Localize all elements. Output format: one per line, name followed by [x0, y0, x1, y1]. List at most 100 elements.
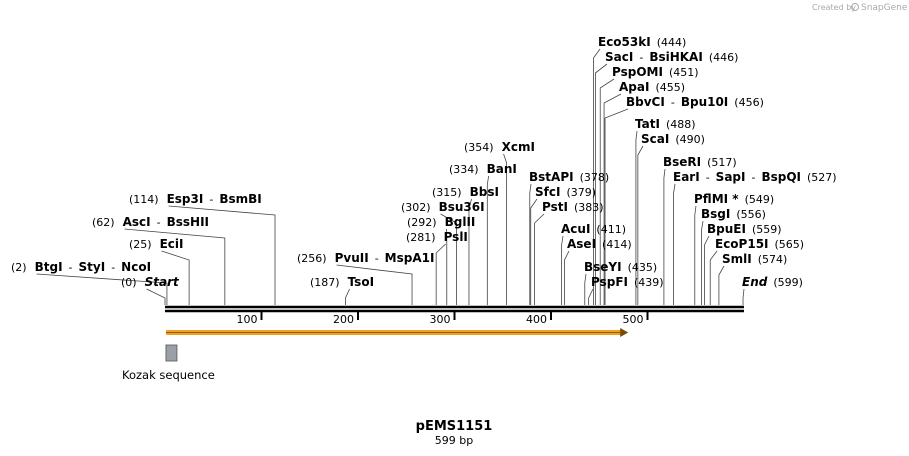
- site-name-bpuei: BpuEI: [707, 222, 746, 236]
- cut-site-bani[interactable]: (334) BanI: [449, 162, 517, 176]
- cut-site-acui[interactable]: AcuI (411): [561, 222, 626, 236]
- cut-site-apai[interactable]: ApaI (455): [619, 80, 685, 94]
- kozak-feature-label: Kozak sequence: [122, 368, 215, 382]
- site-name-bspqi: BspQI: [761, 170, 801, 184]
- site-name-pspfi: PspFI: [591, 275, 628, 289]
- site-position: (527): [807, 171, 837, 184]
- cut-site-leader-psli: [435, 243, 446, 305]
- site-name-smli: SmlI: [722, 252, 752, 266]
- site-separator: -: [111, 261, 115, 274]
- site-name-mspa1i: MspA1I: [385, 251, 435, 265]
- kozak-feature-box[interactable]: [165, 344, 178, 362]
- cut-site-leader-smli: [718, 265, 725, 305]
- site-name-esp3i: Esp3I: [167, 192, 204, 206]
- features-track: Kozak sequence: [122, 328, 629, 382]
- ruler-label-300: 300: [430, 313, 451, 326]
- cut-site-leader-bsgi: [701, 220, 704, 305]
- site-position: (334): [449, 163, 479, 176]
- cut-site-leader-end: [742, 288, 745, 305]
- site-name-bseyi: BseYI: [584, 260, 622, 274]
- cut-site-start[interactable]: (0) Start: [121, 275, 180, 289]
- cut-site-bsgi[interactable]: BsgI (556): [701, 207, 766, 221]
- cut-site-leader-bstapi: [529, 183, 532, 305]
- cut-site-psli[interactable]: (281) PslI: [406, 230, 468, 244]
- cut-site-pspomi[interactable]: PspOMI (451): [612, 65, 699, 79]
- cut-site-bseri[interactable]: BseRI (517): [663, 155, 737, 169]
- cut-site-leader-apai: [603, 93, 622, 305]
- site-position: (490): [675, 133, 705, 146]
- cut-site-asei[interactable]: AseI (414): [567, 237, 632, 251]
- cut-site-leader-btgi-styi-ncoi: [36, 273, 168, 305]
- site-name-ecop15i: EcoP15I: [715, 237, 769, 251]
- site-position: (565): [775, 238, 805, 251]
- site-name-styi: StyI: [79, 260, 106, 274]
- site-name-bsgi: BsgI: [701, 207, 730, 221]
- site-position: (411): [596, 223, 626, 236]
- site-name-bglii: BglII: [445, 215, 476, 229]
- site-position: (444): [657, 36, 687, 49]
- cut-site-leader-sfci: [530, 198, 538, 305]
- site-name-pvuii: PvuII: [335, 251, 369, 265]
- site-name-ecii: EciI: [160, 237, 184, 251]
- cut-site-saci-bsihkai[interactable]: SacI - BsiHKAI (446): [605, 50, 738, 64]
- site-position: (187): [310, 276, 340, 289]
- site-name-bpu10i: Bpu10I: [681, 95, 728, 109]
- cut-site-bsu36i[interactable]: (302) Bsu36I: [401, 200, 485, 214]
- plasmid-name: pEMS1151: [416, 419, 493, 434]
- site-name-start: Start: [145, 275, 180, 289]
- cut-site-leader-bseri: [663, 168, 666, 305]
- cut-site-sfci[interactable]: SfcI (379): [535, 185, 596, 199]
- site-position: (0): [121, 276, 137, 289]
- cut-site-pflmi[interactable]: PflMI * (549): [694, 192, 774, 206]
- cut-site-tati[interactable]: TatI (488): [635, 117, 696, 131]
- site-position: (315): [432, 186, 462, 199]
- site-position: (2): [11, 261, 27, 274]
- site-name-bbvci: BbvCI: [626, 95, 665, 109]
- cut-site-ecop15i[interactable]: EcoP15I (565): [715, 237, 804, 251]
- cut-site-leader-asci-bsshii: [124, 228, 226, 305]
- cut-site-psti[interactable]: PstI (383): [542, 200, 604, 214]
- cut-site-leader-psti: [534, 213, 545, 305]
- cut-site-leader-bani: [486, 175, 489, 305]
- site-position: (379): [566, 186, 596, 199]
- cut-site-pspfi[interactable]: PspFI (439): [591, 275, 664, 289]
- site-position: (559): [752, 223, 782, 236]
- cut-site-esp3i-bsmbi[interactable]: (114) Esp3I - BsmBI: [129, 192, 262, 206]
- cut-site-bpuei[interactable]: BpuEI (559): [707, 222, 782, 236]
- site-name-acui: AcuI: [561, 222, 590, 236]
- site-name-scai: ScaI: [641, 132, 669, 146]
- site-separator: -: [375, 252, 379, 265]
- cut-site-scai[interactable]: ScaI (490): [641, 132, 705, 146]
- site-position: (414): [602, 238, 632, 251]
- cut-site-xcmi[interactable]: (354) XcmI: [464, 140, 535, 154]
- cut-site-bglii[interactable]: (292) BglII: [407, 215, 475, 229]
- cut-site-ecii[interactable]: (25) EciI: [129, 237, 183, 251]
- cut-site-tsoi[interactable]: (187) TsoI: [310, 275, 374, 289]
- cut-site-leader-bpuei: [704, 235, 710, 305]
- site-separator: -: [671, 96, 675, 109]
- cut-site-bbsi[interactable]: (315) BbsI: [432, 185, 499, 199]
- site-position: (435): [628, 261, 658, 274]
- cut-site-asci-bsshii[interactable]: (62) AscI - BssHII: [92, 215, 209, 229]
- cut-site-pvuii-mspa1i[interactable]: (256) PvuII - MspA1I: [297, 251, 434, 265]
- cut-site-leaders: [36, 48, 745, 305]
- credit-brand: SnapGene: [861, 3, 908, 13]
- site-name-bstapi: BstAPI: [529, 170, 574, 184]
- site-name-eari: EarI: [673, 170, 700, 184]
- cut-site-end[interactable]: End (599): [742, 275, 803, 289]
- cut-site-bseyi[interactable]: BseYI (435): [584, 260, 657, 274]
- cut-site-bbvci-bpu10i[interactable]: BbvCI - Bpu10I (456): [626, 95, 764, 109]
- cut-site-bstapi[interactable]: BstAPI (378): [529, 170, 609, 184]
- cut-site-leader-pspomi: [599, 78, 615, 305]
- cut-site-eari-sapi-bspqi[interactable]: EarI - SapI - BspQI (527): [673, 170, 837, 184]
- site-position: (25): [129, 238, 152, 251]
- site-name-eco53ki: Eco53kI: [598, 35, 651, 49]
- site-position: (556): [736, 208, 766, 221]
- site-name-bseri: BseRI: [663, 155, 701, 169]
- cut-site-btgi-styi-ncoi[interactable]: (2) BtgI - StyI - NcoI: [11, 260, 151, 274]
- site-name-apai: ApaI: [619, 80, 649, 94]
- ruler: 100 200 300 400 500: [237, 312, 649, 326]
- cut-site-eco53ki[interactable]: Eco53kI (444): [598, 35, 686, 49]
- site-position: (549): [745, 193, 775, 206]
- cut-site-smli[interactable]: SmlI (574): [722, 252, 787, 266]
